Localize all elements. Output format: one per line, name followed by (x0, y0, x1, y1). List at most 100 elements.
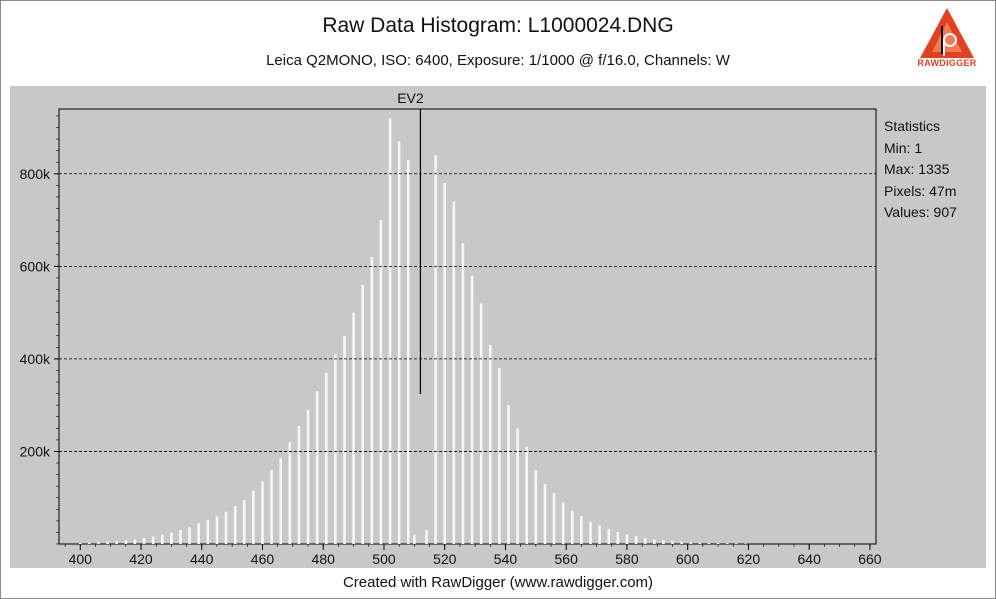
histogram-bar-49 (525, 446, 529, 544)
stat-values: Values: 907 (884, 204, 957, 220)
stat-pixels: Pixels: 47m (884, 182, 957, 199)
statistics-heading: Statistics (884, 118, 941, 134)
histogram-bar-34 (388, 118, 392, 545)
stat-max: Max: 1335 (884, 161, 950, 177)
histogram-bar-11 (179, 530, 182, 544)
footer-credit: Created with RawDigger (www.rawdigger.co… (342, 574, 654, 591)
histogram-bar-13 (197, 523, 201, 544)
histogram-bar-55 (580, 516, 583, 544)
histogram-bar-48 (516, 428, 519, 544)
histogram-bar-1 (88, 542, 91, 544)
histogram-bar-33 (379, 220, 383, 544)
histogram-bar-8 (151, 536, 155, 544)
histogram-bar-0 (78, 543, 82, 544)
histogram-bar-18 (242, 500, 246, 544)
y-axis: 200k 400k 600k 800k (20, 115, 59, 545)
histogram-bar-53 (561, 502, 565, 544)
histogram-bar-36 (406, 159, 410, 545)
x-axis: 400 420 440 460 480 500 520 540 560 580 600 620 640 6… (64, 544, 882, 567)
x-tick-label: 560 (555, 551, 579, 567)
histogram-bar-59 (616, 531, 620, 544)
x-tick-label: 420 (129, 551, 153, 567)
x-tick-label: 600 (676, 551, 700, 567)
histogram-bar-12 (188, 527, 191, 544)
x-tick-label: 460 (251, 551, 275, 567)
histogram-bar-15 (215, 516, 219, 544)
histogram-bar-52 (552, 493, 556, 544)
chart-title: Raw Data Histogram: L1000024.DNG (322, 14, 674, 37)
histogram-bar-17 (233, 506, 237, 544)
histogram-bar-9 (160, 534, 164, 544)
histogram-bar-65 (671, 541, 674, 544)
y-tick-label: 800k (20, 166, 51, 182)
histogram-bar-31 (361, 284, 365, 544)
histogram-bar-21 (270, 469, 273, 544)
statistics-panel: Statistics Min: 1 Max: 1335 Pixels: 47m … (884, 116, 957, 224)
histogram-bar-20 (261, 481, 264, 544)
histogram-bar-39 (434, 155, 437, 544)
histogram-bar-32 (370, 257, 374, 544)
histogram-bar-60 (625, 534, 629, 544)
histogram-bar-29 (343, 335, 346, 544)
histogram-bar-70 (716, 543, 720, 544)
x-tick-label: 440 (190, 551, 214, 567)
camera-info: Leica Q2MONO, ISO: 6400, Exposure: 1/100… (266, 52, 730, 69)
histogram-bar-68 (698, 542, 702, 544)
histogram-bar-43 (470, 275, 474, 544)
x-tick-label: 480 (312, 551, 336, 567)
x-tick-label: 620 (737, 551, 761, 567)
histogram-bar-22 (279, 458, 283, 544)
histogram-bar-67 (689, 542, 693, 544)
x-tick-label: 540 (494, 551, 518, 567)
histogram-bar-25 (306, 409, 310, 544)
y-tick-label: 200k (20, 443, 51, 459)
plot-area (58, 108, 877, 545)
x-tick-label: 660 (858, 551, 882, 567)
histogram-bar-14 (206, 519, 210, 544)
histogram-bar-41 (452, 201, 456, 544)
histogram-bars (78, 118, 747, 545)
histogram-bar-3 (106, 541, 109, 544)
gridlines (59, 173, 876, 452)
histogram-bar-24 (297, 425, 301, 544)
histogram-bar-27 (324, 372, 328, 544)
rawdigger-logo-icon (920, 8, 974, 58)
histogram-bar-45 (488, 345, 492, 544)
histogram-bar-46 (498, 368, 501, 544)
histogram-bar-63 (652, 539, 656, 544)
histogram-bar-4 (115, 541, 119, 544)
histogram-bar-16 (224, 511, 228, 544)
histogram-bar-23 (288, 442, 292, 544)
histogram-bar-7 (142, 537, 146, 544)
histogram-bar-35 (397, 141, 401, 544)
x-tick-label: 520 (433, 551, 457, 567)
histogram-bar-71 (725, 543, 729, 544)
histogram-bar-26 (315, 391, 319, 544)
histogram-bar-10 (170, 532, 173, 544)
logo-text: RAWDIGGER (917, 58, 977, 68)
x-tick-label: 580 (615, 551, 639, 567)
histogram-bar-19 (252, 490, 255, 544)
histogram-bar-57 (598, 525, 601, 544)
histogram-bar-66 (680, 541, 683, 544)
y-tick-label: 400k (20, 351, 51, 367)
histogram-bar-38 (425, 530, 428, 544)
y-tick-label: 600k (20, 258, 51, 274)
histogram-bar-56 (589, 521, 592, 544)
histogram-bar-62 (643, 537, 647, 544)
stat-min: Min: 1 (884, 139, 923, 156)
histogram-bar-2 (97, 542, 100, 544)
histogram-bar-6 (133, 539, 137, 544)
histogram-bar-54 (570, 510, 574, 544)
histogram-bar-5 (124, 540, 128, 544)
x-tick-label: 500 (372, 551, 396, 567)
x-tick-label: 400 (69, 551, 93, 567)
histogram-bar-58 (607, 529, 611, 544)
histogram-bar-47 (507, 405, 510, 544)
histogram-bar-64 (662, 540, 665, 544)
histogram-bar-69 (707, 542, 711, 544)
histogram-bar-37 (413, 534, 416, 544)
histogram-bar-50 (534, 469, 538, 544)
ev2-marker-label: EV2 (397, 90, 424, 106)
